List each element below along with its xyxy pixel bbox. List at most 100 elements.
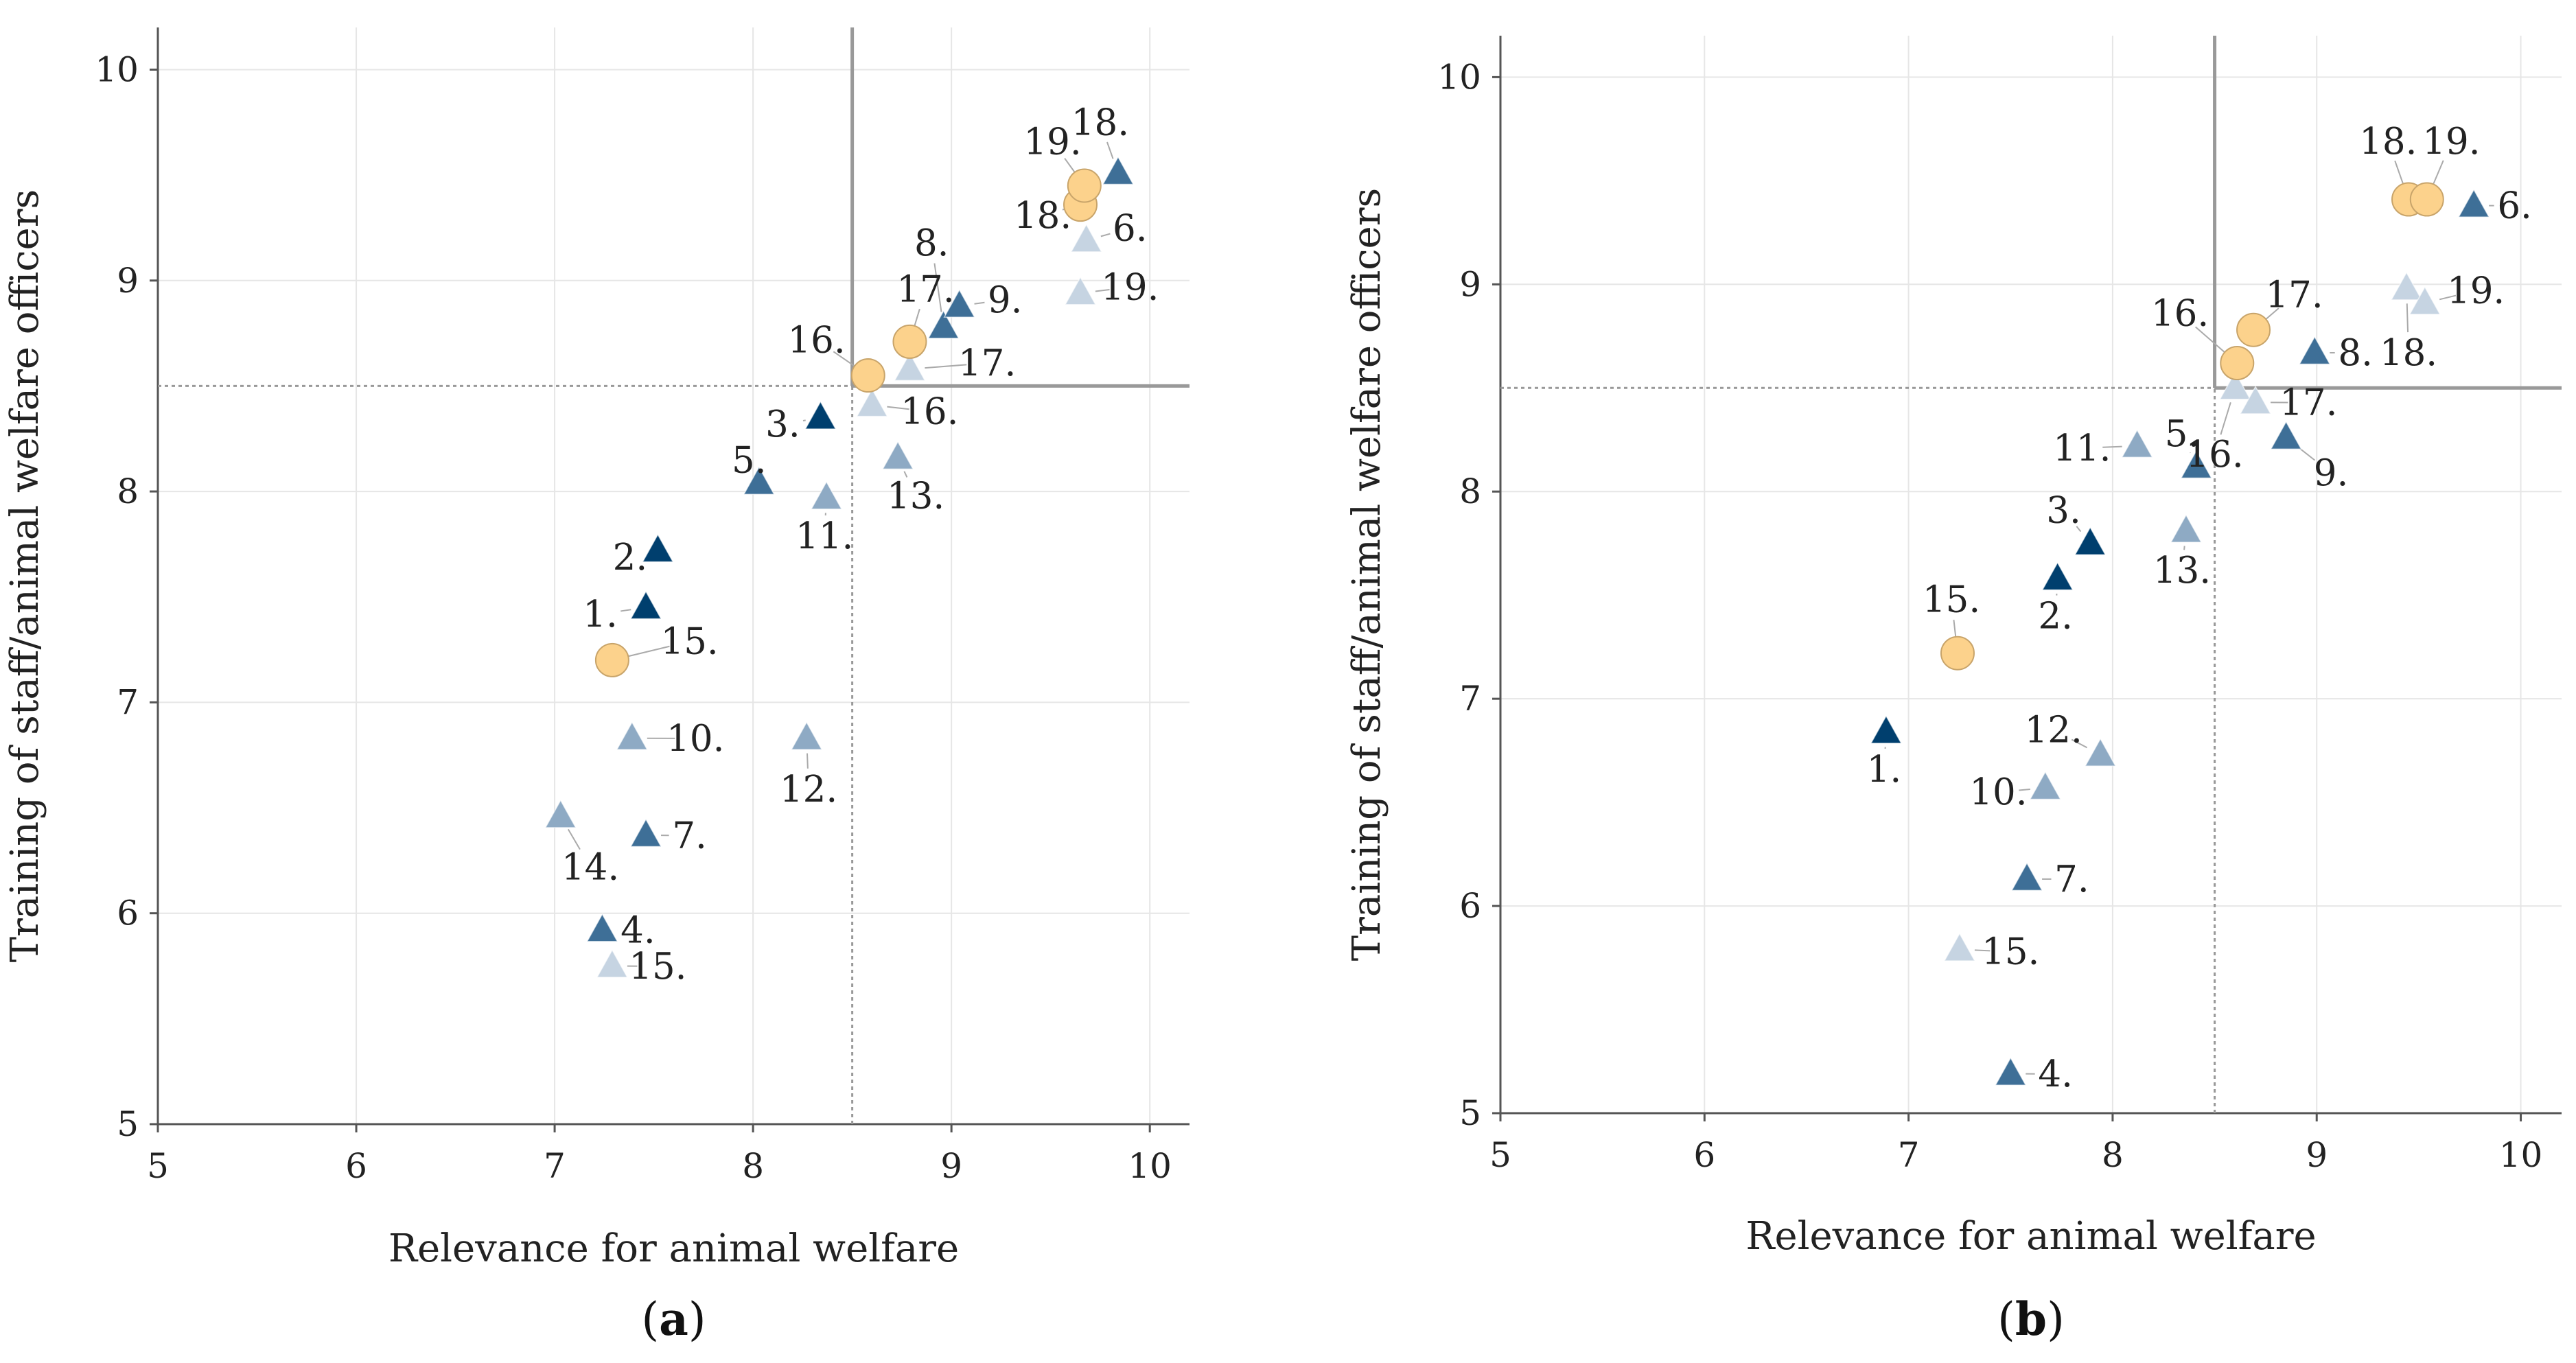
y-tick-label: 8	[1459, 471, 1481, 511]
leader-line	[627, 645, 670, 657]
point-triangle-10	[2029, 771, 2062, 800]
chart-panel-b: 5 6 7 8 9 10 5 6 7 8 9 10 1. 2. 3. 4. 5. 6. 7. 8. 9. 10. 11. 12…	[1345, 36, 2562, 1346]
y-tick-label: 5	[117, 1104, 139, 1144]
point-triangle-19	[1064, 276, 1097, 305]
point-label: 16.	[2151, 293, 2209, 335]
point-triangle-13	[2170, 513, 2203, 543]
point-triangle-11	[2121, 429, 2153, 458]
point-triangle-7	[629, 818, 662, 848]
point-label: 6.	[1113, 207, 1148, 249]
point-label: 8.	[914, 222, 949, 264]
point-label: 3.	[2046, 490, 2081, 532]
panel-label-open: (	[1997, 1293, 2015, 1346]
x-tick-label: 8	[742, 1146, 764, 1186]
point-circle-16	[2220, 346, 2255, 381]
point-triangle-3	[804, 400, 837, 430]
point-label: 3.	[765, 404, 800, 445]
point-label: 19.	[1023, 121, 1081, 163]
point-label: 17.	[958, 342, 1016, 384]
point-label: 17.	[2279, 382, 2337, 424]
point-label: 14.	[561, 847, 619, 889]
panel-label: (a)	[641, 1292, 706, 1346]
point-label: 16.	[787, 319, 845, 361]
leader-line	[2439, 294, 2457, 301]
leader-line	[1953, 620, 1957, 638]
leader-line	[913, 308, 920, 328]
point-triangle-14	[544, 799, 577, 828]
point-label: 1.	[583, 594, 618, 636]
point-triangle-7	[2010, 862, 2043, 892]
leader-line	[887, 406, 909, 410]
point-triangle-18	[1102, 156, 1135, 185]
point-triangle-1	[1870, 714, 1903, 744]
y-tick-label: 10	[1437, 57, 1481, 97]
y-tick-label: 9	[117, 261, 139, 301]
leader-line	[933, 263, 942, 312]
point-triangle-9	[943, 289, 975, 318]
leader-line	[2019, 788, 2030, 791]
point-circle-17	[2236, 312, 2271, 347]
leader-line	[1974, 949, 1991, 952]
point-label: 16.	[901, 391, 958, 433]
leader-line	[2394, 161, 2404, 186]
point-triangle-6	[2457, 188, 2490, 218]
leader-line	[1064, 158, 1076, 174]
x-tick-label: 6	[1693, 1135, 1715, 1175]
point-triangle-8	[927, 310, 960, 339]
point-triangle-11	[810, 480, 843, 510]
point-label: 7.	[2054, 859, 2089, 900]
x-tick-label: 7	[544, 1146, 566, 1186]
x-tick-label: 10	[1128, 1146, 1172, 1186]
x-tick-label: 10	[2499, 1135, 2543, 1175]
leader-line	[1106, 141, 1114, 159]
point-label: 7.	[672, 815, 707, 857]
point-triangle-4	[586, 913, 618, 942]
point-triangle-16	[856, 388, 888, 417]
x-axis-title: Relevance for animal welfare	[388, 1226, 959, 1271]
point-label: 9.	[988, 279, 1023, 321]
point-triangle-12	[2084, 738, 2117, 767]
y-tick-label: 8	[117, 471, 139, 511]
panel-label-letter: a	[659, 1292, 688, 1346]
point-triangle-4	[1994, 1056, 2027, 1086]
point-label: 15.	[629, 946, 686, 988]
point-label: 17.	[2265, 275, 2323, 316]
point-triangle-17	[894, 352, 926, 382]
leader-line	[2406, 303, 2409, 333]
point-label: 15.	[1982, 931, 2039, 973]
leader-line	[802, 419, 806, 421]
point-triangle-3	[2074, 526, 2107, 555]
x-tick-label: 5	[147, 1146, 169, 1186]
point-circle-16	[850, 358, 885, 393]
y-tick-label: 10	[95, 49, 139, 89]
point-circle-15	[1940, 636, 1975, 671]
x-tick-label: 5	[1489, 1135, 1511, 1175]
point-label: 5.	[732, 439, 767, 481]
panel-label: (b)	[1997, 1292, 2065, 1346]
leader-line	[925, 364, 967, 369]
leader-line	[1100, 233, 1111, 237]
point-circle-17	[892, 324, 927, 359]
point-label: 18.	[2359, 121, 2417, 163]
panel-label-close: )	[2047, 1293, 2065, 1346]
leader-line	[903, 471, 908, 478]
point-triangle-9	[2270, 421, 2302, 450]
x-axis-title: Relevance for animal welfare	[1745, 1214, 2316, 1259]
x-tick-label: 9	[2306, 1135, 2328, 1175]
point-label: 15.	[660, 621, 718, 663]
point-triangle-17	[2239, 385, 2272, 415]
leader-line	[974, 301, 985, 305]
panel-label-letter: b	[2015, 1292, 2047, 1346]
point-triangle-2	[642, 533, 674, 563]
point-triangle-18	[2390, 271, 2423, 301]
point-label: 8.	[2338, 332, 2373, 374]
x-tick-label: 8	[2102, 1135, 2124, 1175]
point-label: 19.	[2447, 270, 2505, 312]
leader-line	[2183, 546, 2185, 550]
y-tick-label: 5	[1459, 1093, 1481, 1133]
point-label: 15.	[1923, 579, 1980, 620]
leader-line	[2076, 526, 2082, 533]
point-triangle-1	[629, 590, 662, 620]
point-label: 2.	[613, 537, 648, 579]
